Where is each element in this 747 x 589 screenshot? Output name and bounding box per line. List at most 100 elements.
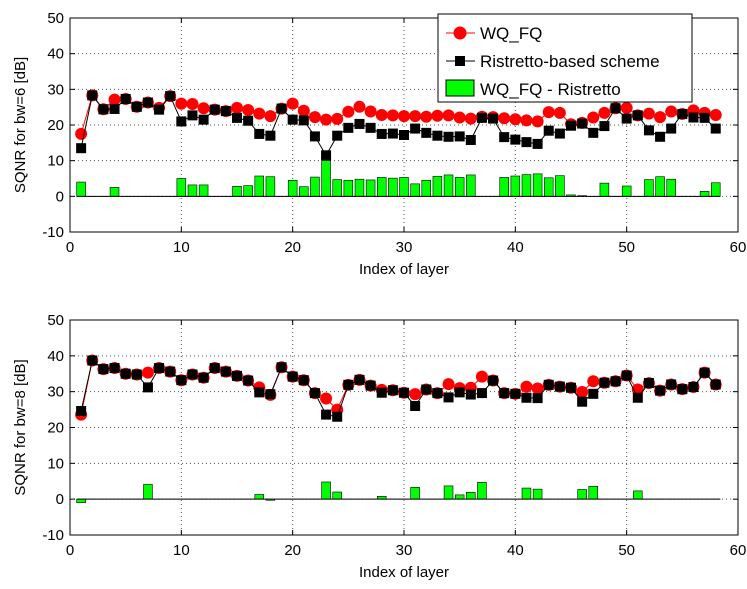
top-ristretto-point-41 [521, 137, 532, 148]
bottom-ristretto-point-50 [621, 370, 632, 381]
top-wqfq-point-30 [398, 110, 410, 123]
bottom-wqfq-point-42 [531, 382, 544, 395]
bottom-diff-bar-24 [332, 491, 342, 500]
top-wqfq-point-36 [464, 112, 477, 125]
bottom-ristretto-point-56 [688, 382, 699, 393]
top-diff-bar-4 [109, 187, 120, 197]
top-diff-bar-39 [499, 177, 509, 197]
top-ristretto-point-5 [120, 93, 131, 104]
top-diff-bar-26 [354, 178, 365, 197]
bottom-ristretto-point-24 [332, 411, 343, 422]
top-xtick-label-20: 20 [284, 239, 301, 256]
bottom-wqfq-point-46 [576, 386, 589, 399]
bottom-ristretto-point-23 [321, 409, 332, 420]
top-xtick-label-40: 40 [507, 239, 524, 256]
bottom-ristretto-point-9 [165, 366, 176, 377]
bottom-ristretto-point-30 [399, 387, 409, 398]
top-diff-bar-32 [421, 179, 432, 197]
top-diff-bar-41 [521, 174, 532, 197]
legend-diff-label: WQ_FQ - Ristretto [480, 80, 621, 99]
top-diff-bar-17 [254, 175, 265, 197]
top-xtick-label-50: 50 [618, 239, 635, 256]
bottom-diff-bar-42 [532, 488, 543, 500]
bottom-ristretto-point-19 [276, 362, 287, 373]
bottom-ristretto-point-43 [543, 379, 554, 390]
bottom-ristretto-point-57 [699, 367, 710, 378]
top-ristretto-point-22 [309, 131, 320, 142]
bottom-ristretto-point-4 [109, 363, 120, 374]
bottom-ristretto-point-36 [465, 389, 476, 400]
top-wqfq-point-23 [320, 113, 333, 126]
top-wqfq-point-53 [654, 111, 667, 124]
bottom-wqfq-point-41 [520, 380, 533, 393]
top-ristretto-point-1 [76, 143, 87, 154]
bottom-chart-x-axis-label: Index of layer [359, 564, 449, 581]
top-ristretto-point-16 [243, 115, 254, 126]
bottom-ristretto-point-54 [666, 379, 677, 390]
top-chart-x-axis-label: Index of layer [359, 261, 449, 278]
bottom-ristretto-point-40 [510, 388, 521, 399]
bottom-diff-bar-51 [633, 490, 643, 500]
top-ristretto-point-12 [198, 114, 209, 125]
bottom-wqfq-point-31 [409, 388, 422, 401]
top-ytick-label-0: 0 [56, 188, 64, 205]
top-ristretto-point-7 [142, 97, 153, 108]
top-diff-bar-30 [399, 177, 409, 197]
top-wqfq-point-35 [453, 111, 466, 124]
bottom-ristretto-point-52 [643, 378, 654, 389]
top-ristretto-point-58 [710, 123, 721, 134]
bottom-ristretto-point-26 [354, 374, 365, 385]
legend-wqfq-marker [453, 26, 467, 40]
top-diff-bar-57 [699, 191, 710, 197]
top-diff-bar-58 [710, 182, 721, 197]
bottom-diff-bar-37 [477, 482, 487, 500]
top-diff-bar-40 [510, 175, 521, 197]
top-ristretto-point-3 [98, 104, 109, 115]
top-ristretto-point-55 [677, 108, 688, 119]
top-ristretto-point-28 [376, 128, 387, 139]
top-wqfq-point-1 [75, 127, 88, 140]
bottom-wqfq-point-37 [475, 370, 488, 383]
top-wqfq-point-16 [242, 104, 255, 117]
top-wqfq-point-12 [197, 102, 210, 115]
top-ristretto-point-29 [387, 128, 398, 139]
bottom-ytick-label-30: 30 [47, 384, 64, 401]
top-ristretto-point-38 [488, 113, 499, 124]
top-diff-bar-16 [243, 185, 253, 197]
bottom-xtick-label-40: 40 [507, 542, 524, 559]
top-ristretto-point-43 [543, 125, 554, 136]
bottom-ytick-label-0: 0 [56, 491, 64, 508]
legend-wqfq-label: WQ_FQ [480, 24, 542, 43]
bottom-ristretto-point-11 [187, 369, 198, 380]
bottom-ristretto-point-10 [176, 375, 187, 386]
bottom-xtick-label-10: 10 [173, 542, 190, 559]
top-wqfq-point-22 [308, 111, 321, 124]
top-ristretto-point-45 [566, 120, 576, 131]
bottom-ristretto-point-39 [499, 388, 510, 399]
bottom-diff-bar-47 [588, 485, 599, 500]
bottom-ristretto-point-8 [154, 363, 165, 374]
bottom-ristretto-point-46 [577, 396, 588, 407]
top-ytick-label-50: 50 [47, 10, 64, 27]
top-ristretto-point-54 [666, 123, 677, 134]
top-wqfq-point-42 [531, 115, 544, 128]
top-wqfq-point-52 [642, 107, 655, 120]
top-diff-bar-36 [466, 174, 476, 197]
top-ristretto-point-9 [165, 91, 176, 102]
bottom-ristretto-point-38 [488, 375, 499, 386]
bottom-ytick-label-50: 50 [47, 312, 64, 329]
bottom-ytick-label-10: 10 [47, 455, 64, 472]
top-wqfq-point-43 [542, 106, 555, 119]
top-xtick-label-10: 10 [173, 239, 190, 256]
top-diff-bar-28 [376, 177, 387, 197]
bottom-chart-bars [76, 481, 721, 504]
top-ristretto-point-48 [599, 121, 610, 132]
top-ristretto-point-53 [655, 131, 666, 142]
top-wqfq-point-25 [342, 105, 355, 118]
bottom-chart-y-axis-label: SQNR for bw=8 [dB] [12, 359, 29, 495]
top-ristretto-point-23 [321, 150, 332, 161]
top-ristretto-point-34 [443, 131, 454, 142]
bottom-ristretto-point-32 [421, 384, 432, 395]
bottom-diff-bar-34 [443, 485, 454, 500]
